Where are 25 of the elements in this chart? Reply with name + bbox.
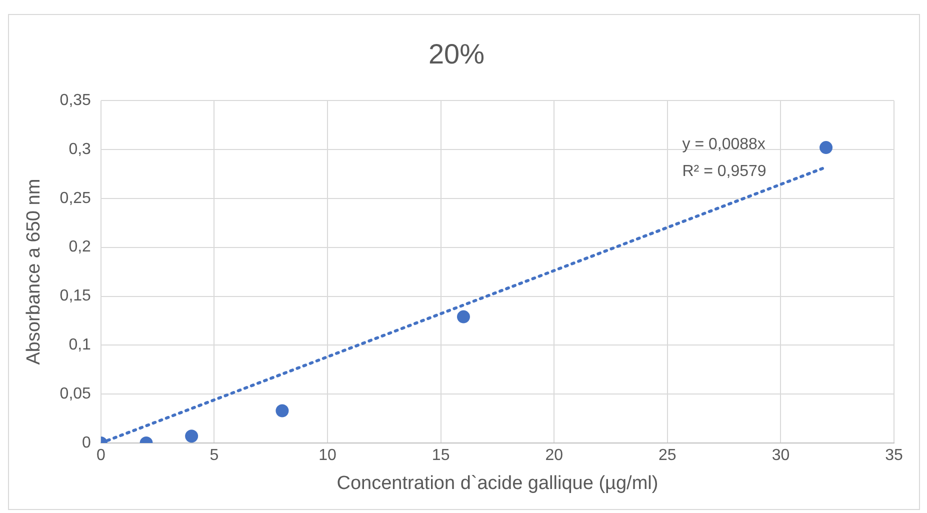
x-tick-label: 25 xyxy=(658,447,676,464)
y-axis-title: Absorbance a 650 nm xyxy=(24,178,45,365)
point xyxy=(456,310,470,324)
x-tick-label: 10 xyxy=(318,447,337,464)
x-tick-label: 5 xyxy=(210,447,219,464)
x-tick-label: 20 xyxy=(545,447,564,464)
point xyxy=(820,141,833,154)
y-tick-label: 0 xyxy=(82,434,92,452)
x-tick-label: 0 xyxy=(96,447,106,464)
y-tick-label: 0,25 xyxy=(60,190,92,207)
annotation: R² = 0,9579 xyxy=(682,163,766,180)
x-axis-title: Concentration d`acide gallique (µg/ml) xyxy=(336,472,658,494)
y-tick-label: 0,3 xyxy=(68,140,92,158)
point xyxy=(185,430,198,443)
chart-title: 20% xyxy=(428,38,485,70)
x-tick-label: 15 xyxy=(432,447,450,464)
y-tick-label: 0,05 xyxy=(60,385,92,402)
annotation: y = 0,0088x xyxy=(682,136,766,154)
x-tick-label: 35 xyxy=(885,447,903,464)
y-tick-label: 0,15 xyxy=(60,288,92,305)
point xyxy=(276,404,289,418)
x-tick-label: 30 xyxy=(772,447,790,464)
y-tick-label: 0,35 xyxy=(60,92,92,110)
y-tick-label: 0,2 xyxy=(68,238,92,256)
y-tick-label: 0,1 xyxy=(68,336,92,354)
